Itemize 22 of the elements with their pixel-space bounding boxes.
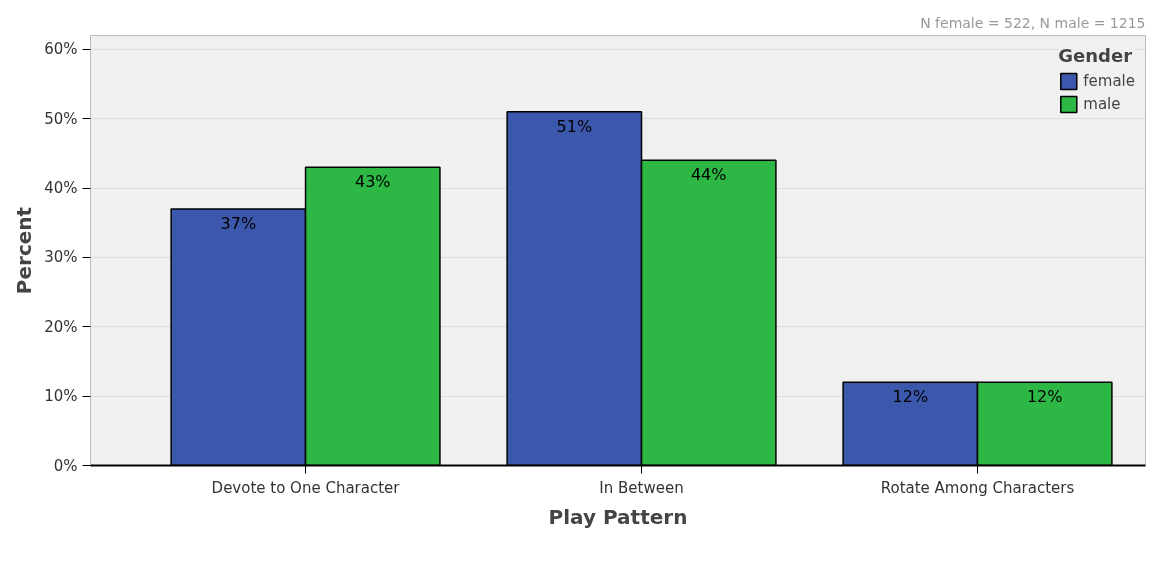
y-tick-label: 10% bbox=[44, 387, 78, 406]
y-tick-label: 0% bbox=[53, 456, 78, 475]
y-tick-label: 30% bbox=[44, 248, 78, 267]
x-tick-label: Devote to One Character bbox=[211, 478, 401, 497]
x-tick-label: In Between bbox=[599, 478, 684, 497]
legend-label: male bbox=[1083, 95, 1121, 113]
text: N female = 522, N male = 1215 bbox=[920, 14, 1146, 31]
x-axis-title: Play Pattern bbox=[548, 504, 688, 529]
legend-title: Gender bbox=[1058, 45, 1134, 66]
data-label: 12% bbox=[1026, 387, 1063, 407]
y-axis-title: Percent bbox=[12, 206, 37, 295]
data-label: 44% bbox=[690, 165, 727, 185]
y-tick-label: 50% bbox=[44, 109, 78, 128]
data-label: 51% bbox=[556, 116, 593, 136]
data-label: 37% bbox=[220, 213, 257, 233]
x-tick-label: Rotate Among Characters bbox=[880, 478, 1075, 497]
y-tick-label: 20% bbox=[44, 317, 78, 336]
data-label: 12% bbox=[892, 387, 929, 407]
legend-label: female bbox=[1083, 72, 1135, 90]
y-tick-label: 60% bbox=[44, 40, 78, 59]
data-label: 43% bbox=[354, 172, 391, 192]
y-tick-label: 40% bbox=[44, 179, 78, 198]
